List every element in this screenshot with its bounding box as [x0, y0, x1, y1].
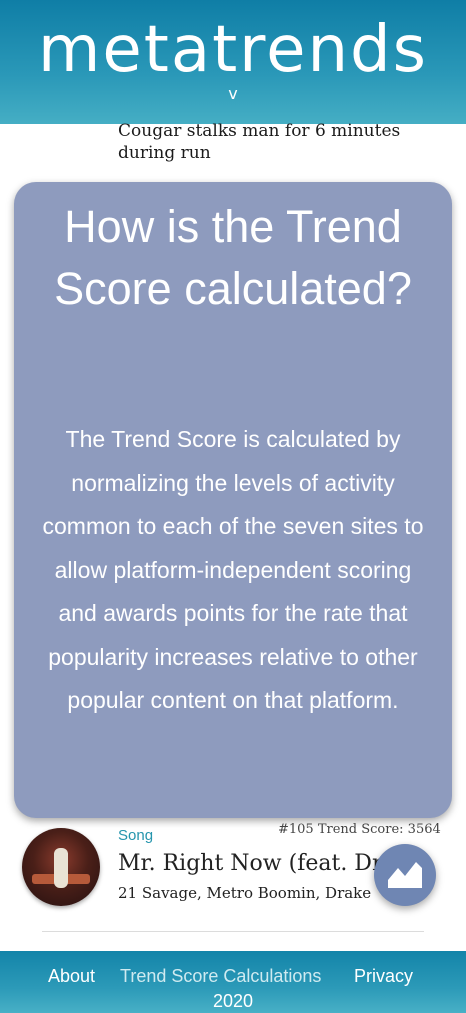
footer-link-privacy[interactable]: Privacy	[354, 966, 414, 986]
site-footer: About Trend Score Calculations Privacy 2…	[0, 951, 466, 1013]
album-art-avatar[interactable]	[22, 828, 100, 906]
footer-year: 2020	[212, 991, 254, 1011]
site-header: metatrends v	[0, 0, 466, 124]
song-artists: 21 Savage, Metro Boomin, Drake	[118, 884, 372, 902]
chevron-down-icon[interactable]: v	[228, 84, 238, 103]
site-logo[interactable]: metatrends	[38, 13, 428, 87]
modal-body: The Trend Score is calculated by normali…	[42, 426, 424, 713]
trend-score-info-modal: How is the Trend Score calculated? The T…	[14, 182, 452, 818]
trend-rank-score: #105 Trend Score: 3564	[278, 822, 441, 837]
trend-chart-icon	[388, 862, 422, 888]
song-title[interactable]: Mr. Right Now (feat. Drake)	[118, 851, 393, 876]
footer-link-about[interactable]: About	[48, 966, 96, 986]
trend-chart-button[interactable]	[374, 844, 436, 906]
list-divider	[42, 931, 424, 932]
album-art-figure	[54, 848, 68, 888]
feed-item-headline[interactable]: Cougar stalks man for 6 minutes during r…	[118, 121, 401, 163]
content-type-label: Song	[118, 827, 154, 844]
modal-title: How is the Trend Score calculated?	[54, 201, 412, 314]
footer-link-trend-score-calculations[interactable]: Trend Score Calculations	[120, 966, 322, 986]
